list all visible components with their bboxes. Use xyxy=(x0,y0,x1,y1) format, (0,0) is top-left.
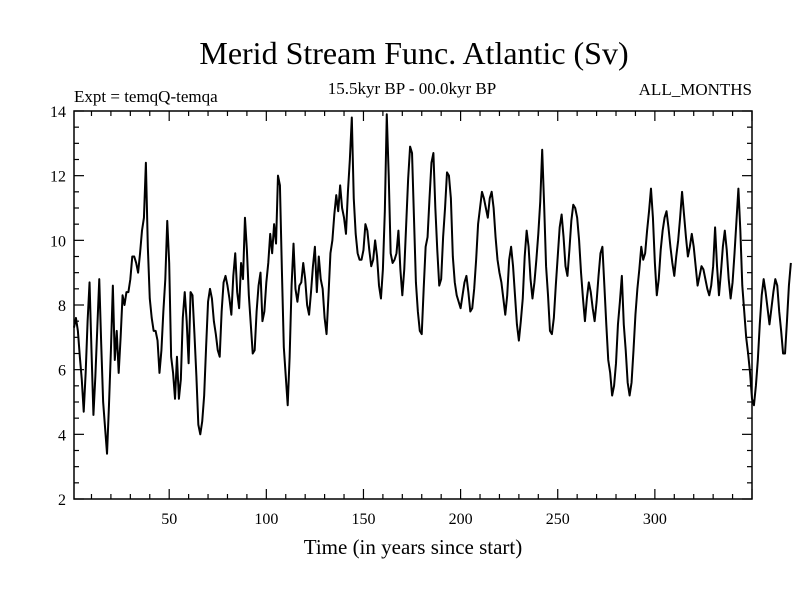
chart-title: Merid Stream Func. Atlantic (Sv) xyxy=(199,35,628,71)
x-axis-label: Time (in years since start) xyxy=(304,535,523,559)
experiment-label: Expt = temqQ-temqa xyxy=(74,87,218,106)
x-tick-label: 300 xyxy=(643,511,667,528)
months-label: ALL_MONTHS xyxy=(639,80,752,99)
plot-frame xyxy=(73,110,753,500)
y-tick-label: 8 xyxy=(58,298,66,315)
x-tick-label: 50 xyxy=(161,511,177,528)
y-tick-label: 4 xyxy=(58,427,66,444)
series-line xyxy=(73,113,792,455)
y-axis-ticks: 2 4 6 8 10 12 14 xyxy=(50,104,752,509)
y-tick-label: 2 xyxy=(58,492,66,509)
y-tick-label: 10 xyxy=(50,233,66,250)
x-tick-label: 250 xyxy=(546,511,570,528)
y-tick-label: 6 xyxy=(58,363,66,380)
x-tick-label: 150 xyxy=(351,511,375,528)
period-label: 15.5kyr BP - 00.0kyr BP xyxy=(328,79,496,98)
y-tick-label: 12 xyxy=(50,169,66,186)
x-tick-label: 200 xyxy=(449,511,473,528)
y-tick-label: 14 xyxy=(50,104,66,121)
x-tick-label: 100 xyxy=(254,511,278,528)
